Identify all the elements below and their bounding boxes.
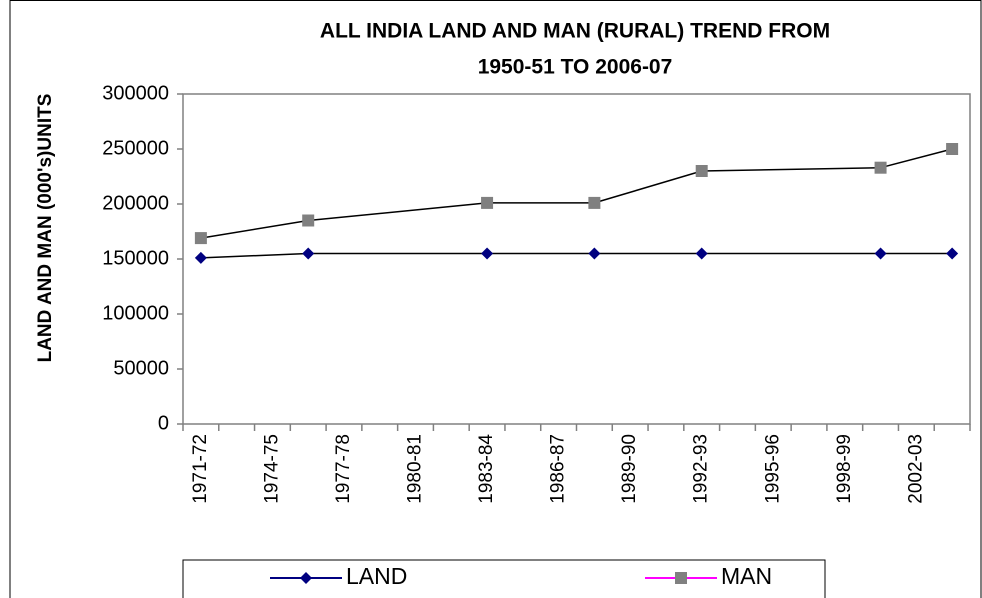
data-point xyxy=(695,247,708,260)
y-tick-label: 100000 xyxy=(102,302,169,324)
y-tick-label: 50000 xyxy=(113,357,169,379)
data-point xyxy=(874,161,887,174)
y-tick-label: 300000 xyxy=(102,82,169,104)
chart-border xyxy=(9,0,982,598)
x-tick-label: 1992-93 xyxy=(691,434,712,504)
data-point xyxy=(874,247,887,260)
legend-marker xyxy=(675,572,687,584)
x-tick-label: 1977-78 xyxy=(333,434,354,504)
legend-label: MAN xyxy=(721,563,772,589)
y-tick-label: 0 xyxy=(158,412,169,434)
data-point xyxy=(588,247,601,260)
legend-marker xyxy=(300,572,312,584)
x-tick-label: 1974-75 xyxy=(261,434,282,504)
series-line xyxy=(880,148,953,169)
x-tick-label: 2002-03 xyxy=(905,434,926,504)
x-tick-label: 1971-72 xyxy=(190,434,211,504)
data-point xyxy=(302,214,315,227)
x-tick-label: 1995-96 xyxy=(762,434,783,504)
series-line xyxy=(308,202,488,222)
chart-subtitle: 1950-51 TO 2006-07 xyxy=(478,56,673,79)
data-point xyxy=(302,247,315,260)
series-line xyxy=(200,252,309,259)
legend-label: LAND xyxy=(346,563,407,589)
y-tick-label: 150000 xyxy=(102,247,169,269)
x-tick-label: 1998-99 xyxy=(834,434,855,504)
series-line xyxy=(701,166,881,172)
y-axis-title: LAND AND MAN (000's)UNITS xyxy=(35,94,56,363)
chart-title: ALL INDIA LAND AND MAN (RURAL) TREND FRO… xyxy=(320,20,830,43)
data-point xyxy=(481,247,494,260)
series-line xyxy=(200,219,309,239)
data-point xyxy=(946,143,959,155)
data-point xyxy=(481,196,494,209)
x-tick-label: 1986-87 xyxy=(548,434,569,504)
x-tick-label: 1983-84 xyxy=(476,434,497,504)
data-point xyxy=(588,196,601,209)
y-tick-label: 200000 xyxy=(102,192,169,214)
x-tick-label: 1989-90 xyxy=(619,434,640,504)
series-line xyxy=(594,170,702,204)
x-tick-label: 1980-81 xyxy=(405,434,426,504)
data-point xyxy=(946,247,959,260)
data-point xyxy=(194,251,207,264)
data-point xyxy=(194,232,207,245)
y-tick-label: 250000 xyxy=(102,137,169,159)
data-point xyxy=(695,165,708,177)
